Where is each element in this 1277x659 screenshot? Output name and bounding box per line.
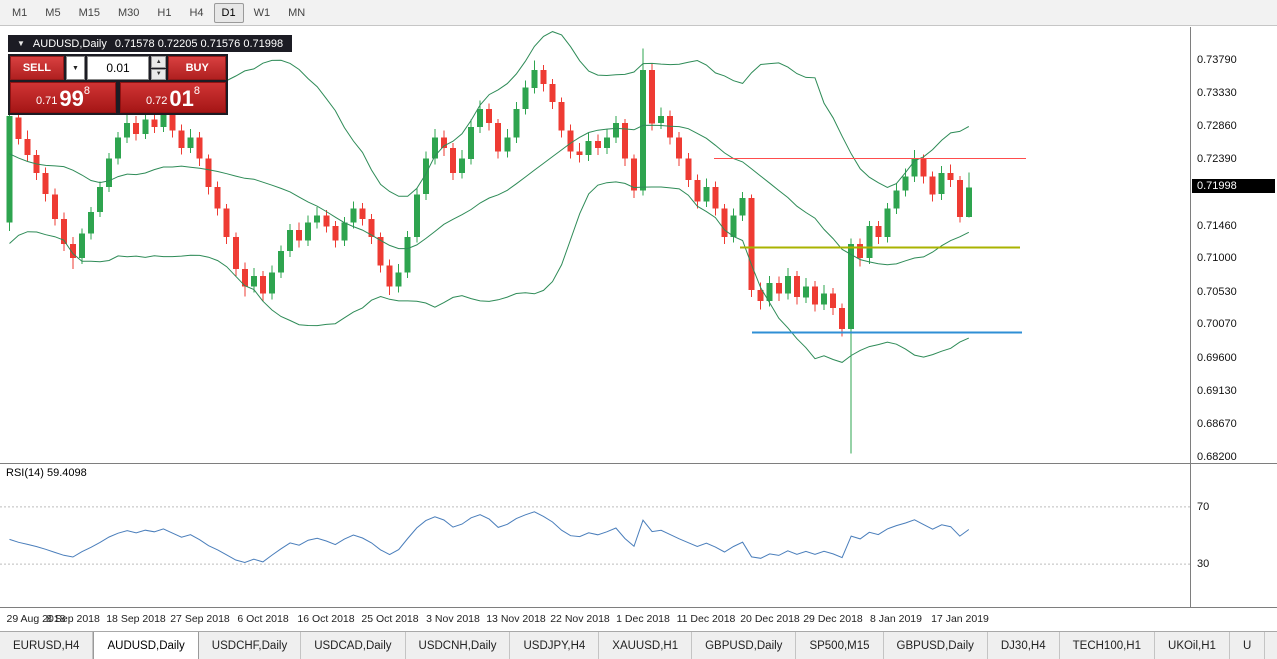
- chart-tab-usdcad-daily[interactable]: USDCAD,Daily: [301, 632, 406, 659]
- price-label: 0.72390: [1197, 153, 1237, 165]
- current-price-badge: 0.71998: [1192, 179, 1275, 193]
- chart-tab-u[interactable]: U: [1230, 632, 1266, 659]
- chart-tab-usdcnh-daily[interactable]: USDCNH,Daily: [406, 632, 511, 659]
- buy-price-pips: 01: [169, 86, 194, 111]
- timeframe-button-m30[interactable]: M30: [117, 6, 140, 19]
- chart-tab-sp500-m15[interactable]: SP500,M15: [796, 632, 884, 659]
- sell-price-pips: 99: [59, 86, 84, 111]
- date-label: 25 Oct 2018: [361, 613, 419, 625]
- volume-increase-button[interactable]: ▲: [151, 56, 167, 68]
- date-label: 27 Sep 2018: [170, 613, 230, 625]
- rsi-indicator-label: RSI(14) 59.4098: [6, 467, 87, 479]
- timeframe-button-m1[interactable]: M1: [12, 6, 28, 19]
- date-label: 8 Jan 2019: [870, 613, 922, 625]
- price-axis[interactable]: 0.73790 0.73330 0.72860 0.72390 0.71460 0.710…: [1190, 27, 1277, 463]
- chart-title: AUDUSD,Daily: [32, 37, 107, 50]
- date-label: 22 Nov 2018: [550, 613, 610, 625]
- date-label: 20 Dec 2018: [740, 613, 800, 625]
- timeframe-button-w1[interactable]: W1: [253, 6, 271, 19]
- rsi-level-label: 70: [1197, 501, 1210, 513]
- chart-tab-usdchf-daily[interactable]: USDCHF,Daily: [199, 632, 302, 659]
- price-label: 0.70070: [1197, 318, 1237, 330]
- date-label: 6 Oct 2018: [237, 613, 289, 625]
- date-label: 3 Nov 2018: [426, 613, 480, 625]
- chart-ohlc-values: 0.71578 0.72205 0.71576 0.71998: [114, 37, 284, 50]
- rsi-line: [9, 511, 970, 564]
- price-label: 0.69130: [1197, 385, 1237, 397]
- sell-price-tile[interactable]: 0.71 99 8: [10, 82, 116, 113]
- chart-tabs-bar: EURUSD,H4 AUDUSD,Daily USDCHF,Daily USDCAD,…: [0, 631, 1277, 659]
- rsi-axis: 70 30: [1190, 463, 1277, 607]
- price-label: 0.72860: [1197, 120, 1237, 132]
- timeframe-button-m5[interactable]: M5: [45, 6, 61, 19]
- timeframe-button-mn[interactable]: MN: [288, 6, 306, 19]
- price-label: 0.69600: [1197, 352, 1237, 364]
- date-label: 8 Sep 2018: [46, 613, 100, 625]
- chart-tab-xauusd-h1[interactable]: XAUUSD,H1: [599, 632, 693, 659]
- chart-tab-eurusd-h4[interactable]: EURUSD,H4: [0, 632, 94, 659]
- timeframe-button-m15[interactable]: M15: [78, 6, 100, 19]
- sell-price-prefix: 0.71: [35, 95, 58, 107]
- chart-title-bar: ▼ AUDUSD,Daily 0.71578 0.72205 0.71576 0…: [8, 35, 293, 52]
- price-label: 0.68200: [1197, 451, 1237, 463]
- date-label: 13 Nov 2018: [486, 613, 546, 625]
- order-options-dropdown[interactable]: ▼: [65, 56, 86, 80]
- chart-tab-audusd-daily[interactable]: AUDUSD,Daily: [93, 632, 199, 659]
- buy-price-prefix: 0.72: [145, 95, 168, 107]
- sell-button[interactable]: SELL: [10, 56, 64, 80]
- date-label: 29 Dec 2018: [803, 613, 863, 625]
- price-label: 0.70530: [1197, 286, 1237, 298]
- collapse-icon[interactable]: ▼: [17, 39, 25, 48]
- date-label: 29 Aug 2018: [6, 613, 66, 625]
- chart-tab-gbpusd-daily[interactable]: GBPUSD,Daily: [692, 632, 797, 659]
- price-label: 0.73790: [1197, 54, 1237, 66]
- rsi-chart-svg: [0, 506, 1190, 565]
- date-label: 16 Oct 2018: [297, 613, 355, 625]
- sell-price-pipette: 8: [83, 85, 91, 97]
- candle-bodies: [6, 70, 972, 330]
- price-label: 0.71000: [1197, 252, 1237, 264]
- date-label: 18 Sep 2018: [106, 613, 166, 625]
- rsi-panel[interactable]: RSI(14) 59.4098: [0, 463, 1190, 607]
- time-axis[interactable]: 29 Aug 2018 8 Sep 2018 18 Sep 2018 27 Sep 2…: [0, 607, 1277, 631]
- price-chart-svg[interactable]: [0, 27, 1190, 463]
- volume-decrease-button[interactable]: ▼: [151, 68, 167, 80]
- chart-tab-tech100-h1[interactable]: TECH100,H1: [1060, 632, 1156, 659]
- chart-tab-usdjpy-h4[interactable]: USDJPY,H4: [510, 632, 600, 659]
- chart-tab-dj30-h4[interactable]: DJ30,H4: [988, 632, 1060, 659]
- chart-tab-ukoil-h1[interactable]: UKOil,H1: [1155, 632, 1230, 659]
- chart-area[interactable]: ▼ AUDUSD,Daily 0.71578 0.72205 0.71576 0…: [0, 27, 1190, 463]
- volume-input[interactable]: [87, 56, 150, 80]
- price-label: 0.73330: [1197, 87, 1237, 99]
- horizontal-level-lines[interactable]: [714, 158, 1026, 334]
- rsi-level-label: 30: [1197, 558, 1210, 570]
- date-label: 11 Dec 2018: [676, 613, 736, 625]
- buy-button[interactable]: BUY: [168, 56, 226, 80]
- bollinger-lower-line: [9, 181, 970, 363]
- timeframe-button-d1[interactable]: D1: [213, 2, 244, 23]
- volume-stepper: ▲ ▼: [151, 56, 167, 80]
- date-label: 1 Dec 2018: [616, 613, 670, 625]
- date-label: 17 Jan 2019: [931, 613, 989, 625]
- buy-price-tile[interactable]: 0.72 01 8: [120, 82, 226, 113]
- buy-price-pipette: 8: [193, 85, 201, 97]
- timeframe-button-h4[interactable]: H4: [189, 6, 204, 19]
- timeframe-button-h1[interactable]: H1: [157, 6, 172, 19]
- timeframe-toolbar: M1 M5 M15 M30 H1 H4 D1 W1 MN: [0, 0, 1277, 26]
- bollinger-middle-line: [9, 124, 970, 266]
- price-label: 0.71460: [1197, 220, 1237, 232]
- chart-tab-gbpusd-daily[interactable]: GBPUSD,Daily: [884, 632, 988, 659]
- price-label: 0.68670: [1197, 418, 1237, 430]
- one-click-trading-panel: SELL ▼ ▲ ▼ BUY 0.71 99 8 0.72 01 8: [8, 54, 228, 115]
